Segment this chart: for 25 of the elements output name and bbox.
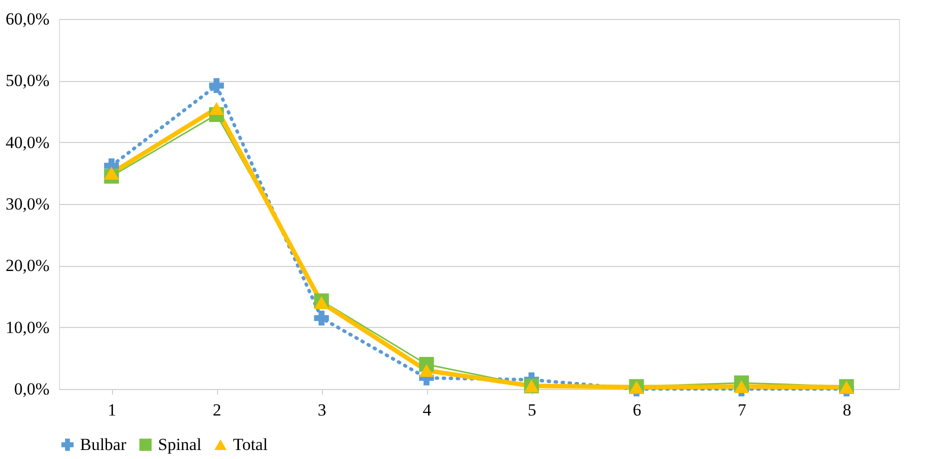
- x-tick-label: 3: [318, 400, 326, 420]
- y-tick-label: 20,0%: [6, 256, 50, 276]
- x-tick-label: 2: [212, 400, 222, 420]
- point: [104, 166, 119, 180]
- y-tick-label: 10,0%: [6, 318, 50, 337]
- point: [314, 296, 329, 310]
- legend-label: Bulbar: [80, 434, 127, 454]
- x-tick-label: 8: [842, 400, 852, 420]
- y-tick-label: 50,0%: [6, 71, 50, 90]
- legend-label: Total: [233, 434, 268, 454]
- y-tick-label: 60,0%: [6, 10, 50, 28]
- x-tick-label: 7: [738, 400, 747, 420]
- x-tick-label: 4: [422, 400, 432, 420]
- point: [314, 310, 329, 326]
- x-tick-label: 5: [528, 400, 536, 420]
- x-tick-label: 6: [632, 400, 642, 420]
- y-tick-label: 30,0%: [6, 194, 50, 214]
- point: [209, 102, 224, 115]
- point: [419, 364, 434, 377]
- y-tick-label: 40,0%: [6, 132, 50, 152]
- y-tick-label: 0,0%: [14, 380, 50, 398]
- x-tick-label: 1: [108, 400, 116, 420]
- legend-label: Spinal: [158, 434, 202, 454]
- point: [209, 78, 224, 94]
- point: [734, 380, 749, 393]
